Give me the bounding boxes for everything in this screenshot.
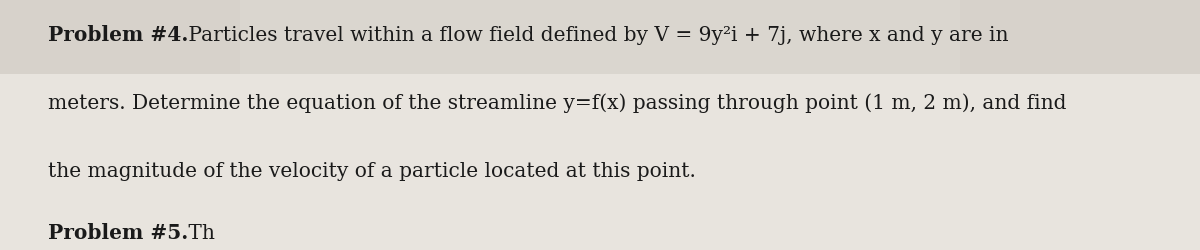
Text: Th: Th <box>182 224 215 242</box>
Bar <box>240 0 960 75</box>
Text: meters. Determine the equation of the streamline y=f(x) passing through point (1: meters. Determine the equation of the st… <box>48 93 1067 112</box>
Text: Problem #5.: Problem #5. <box>48 222 188 242</box>
Text: Particles travel within a flow field defined by V = 9y²i + 7j, where x and y are: Particles travel within a flow field def… <box>182 26 1009 45</box>
Bar <box>0 0 1200 75</box>
Text: Problem #4.: Problem #4. <box>48 25 188 45</box>
Text: the magnitude of the velocity of a particle located at this point.: the magnitude of the velocity of a parti… <box>48 161 696 180</box>
